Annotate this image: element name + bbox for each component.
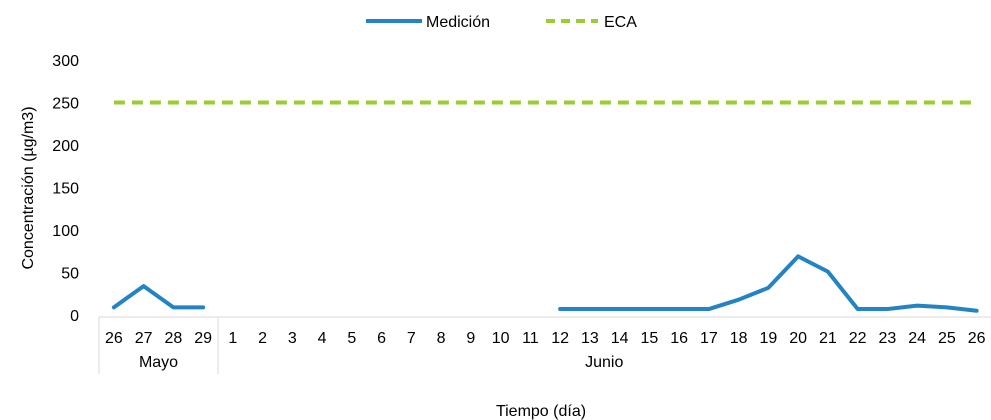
x-tick-label: 24	[908, 330, 926, 347]
x-axis-title: Tiempo (día)	[496, 403, 586, 420]
x-tick-label: 23	[878, 330, 896, 347]
x-axis: 26 27 28 29 1 2 3 4 5 6 7 8 9 10 11 12 13 14 15 16 17 18 19 20 2…	[98, 316, 991, 374]
x-tick-label: 12	[551, 330, 569, 347]
x-tick-label: 7	[407, 330, 416, 347]
y-axis-title: Concentración (µg/m3)	[20, 106, 37, 269]
x-tick-label: 1	[228, 330, 237, 347]
x-tick-label: 8	[437, 330, 446, 347]
x-tick-label: 5	[347, 330, 356, 347]
x-tick-label: 14	[611, 330, 629, 347]
x-tick-label: 22	[849, 330, 867, 347]
y-axis: 0 50 100 150 200 250 300	[52, 53, 79, 325]
x-tick-label: 19	[759, 330, 777, 347]
x-tick-label: 20	[789, 330, 807, 347]
plot-area	[111, 100, 979, 313]
x-tick-label: 3	[288, 330, 297, 347]
x-tick-label: 9	[466, 330, 475, 347]
x-tick-label: 26	[105, 330, 123, 347]
x-tick-label: 16	[670, 330, 688, 347]
x-tick-label: 28	[164, 330, 182, 347]
legend: Medición ECA	[366, 14, 637, 31]
series-line-medicion	[111, 254, 979, 313]
legend-label-medicion: Medición	[426, 14, 490, 31]
x-tick-label: 15	[640, 330, 658, 347]
x-tick-label: 21	[819, 330, 837, 347]
y-tick-label: 200	[52, 138, 79, 155]
x-tick-label: 11	[522, 330, 539, 347]
x-tick-label: 26	[968, 330, 986, 347]
x-tick-label: 25	[938, 330, 956, 347]
x-tick-label: 18	[730, 330, 748, 347]
x-tick-label: 29	[194, 330, 212, 347]
x-tick-label: 4	[318, 330, 327, 347]
x-tick-label: 27	[135, 330, 153, 347]
y-tick-label: 150	[52, 181, 79, 198]
x-tick-label: 2	[258, 330, 267, 347]
y-tick-label: 250	[52, 96, 79, 113]
x-tick-label: 13	[581, 330, 599, 347]
y-tick-label: 300	[52, 53, 79, 70]
y-tick-label: 0	[70, 308, 79, 325]
x-group-label: Junio	[585, 354, 623, 371]
y-tick-label: 100	[52, 223, 79, 240]
legend-label-eca: ECA	[604, 14, 637, 31]
x-tick-label: 10	[492, 330, 510, 347]
x-tick-label: 17	[700, 330, 718, 347]
y-tick-label: 50	[61, 266, 79, 283]
x-group-label: Mayo	[139, 354, 178, 371]
x-tick-label: 6	[377, 330, 386, 347]
